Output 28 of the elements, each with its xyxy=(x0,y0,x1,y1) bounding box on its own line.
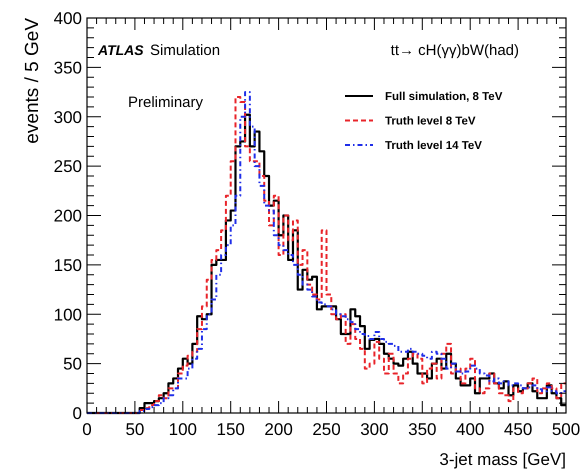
y-tick-label: 350 xyxy=(54,58,82,78)
annotation: tt→ cH(γγ)bW(had) xyxy=(390,42,520,59)
legend-label: Truth level 14 TeV xyxy=(385,140,482,152)
annotation: ATLAS xyxy=(97,42,144,58)
x-tick-label: 500 xyxy=(552,420,580,439)
x-tick-label: 350 xyxy=(408,420,436,439)
annotation: Simulation xyxy=(150,42,220,59)
x-tick-label: 100 xyxy=(168,420,197,439)
y-tick-label: 400 xyxy=(54,9,82,28)
y-tick-label: 300 xyxy=(54,108,82,127)
x-tick-label: 250 xyxy=(312,420,341,439)
x-tick-label: 200 xyxy=(264,420,293,439)
y-tick-label: 200 xyxy=(54,206,82,226)
annotation: Preliminary xyxy=(128,94,204,111)
x-tick-label: 300 xyxy=(360,420,389,439)
x-axis-title: 3-jet mass [GeV] xyxy=(439,450,566,469)
x-tick-label: 150 xyxy=(216,420,245,439)
legend-label: Full simulation, 8 TeV xyxy=(385,91,503,103)
x-tick-label: 450 xyxy=(504,420,532,439)
x-tick-label: 400 xyxy=(456,420,484,439)
y-tick-label: 0 xyxy=(72,404,82,423)
y-axis-title: events / 5 GeV xyxy=(22,18,43,144)
y-tick-label: 100 xyxy=(54,305,82,324)
y-tick-label: 50 xyxy=(63,354,82,374)
y-tick-label: 250 xyxy=(54,157,82,176)
legend-label: Truth level 8 TeV xyxy=(385,116,476,128)
x-tick-label: 50 xyxy=(125,420,144,439)
y-tick-label: 150 xyxy=(54,256,82,275)
